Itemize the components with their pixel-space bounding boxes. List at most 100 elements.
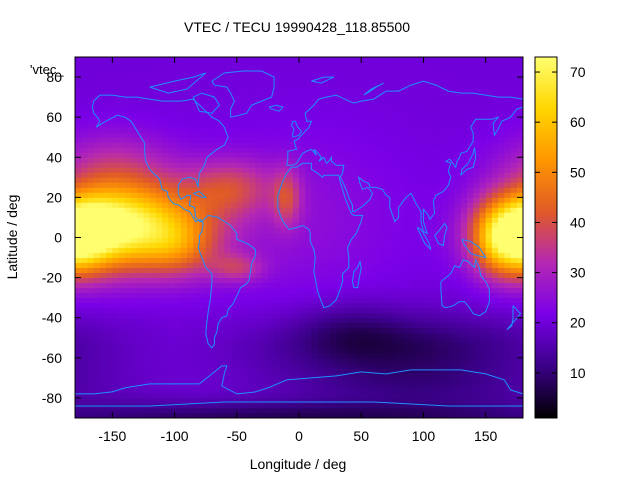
heatmap-cell — [460, 342, 468, 349]
heatmap-cell — [299, 192, 306, 198]
heatmap-cell — [155, 127, 163, 133]
heatmap-cell — [417, 277, 424, 284]
heatmap-cell — [274, 142, 281, 148]
heatmap-cell — [404, 382, 412, 389]
heatmap-cell — [249, 92, 256, 98]
heatmap-cell — [211, 72, 219, 78]
heatmap-cell — [274, 332, 281, 339]
heatmap-cell — [75, 192, 82, 198]
heatmap-cell — [386, 287, 393, 294]
heatmap-cell — [454, 102, 462, 108]
heatmap-cell — [423, 237, 431, 243]
heatmap-cell — [267, 97, 275, 103]
heatmap-cell — [292, 257, 300, 263]
heatmap-cell — [454, 237, 462, 243]
heatmap-cell — [149, 207, 157, 213]
heatmap-cell — [460, 112, 468, 118]
heatmap-cell — [162, 392, 169, 399]
heatmap-cell — [99, 297, 107, 304]
heatmap-cell — [218, 167, 225, 173]
heatmap-cell — [479, 262, 487, 268]
heatmap-cell — [199, 342, 207, 349]
heatmap-cell — [224, 177, 231, 183]
heatmap-cell — [404, 322, 412, 329]
heatmap-cell — [367, 172, 375, 178]
heatmap-cell — [174, 192, 182, 198]
heatmap-cell — [243, 292, 250, 299]
heatmap-cell — [367, 197, 375, 203]
heatmap-cell — [386, 267, 393, 273]
heatmap-cell — [143, 107, 151, 113]
heatmap-cell — [280, 412, 287, 419]
heatmap-cell — [510, 192, 518, 198]
heatmap-cell — [442, 117, 449, 123]
heatmap-cell — [516, 112, 524, 118]
heatmap-cell — [236, 72, 244, 78]
heatmap-cell — [361, 82, 368, 88]
heatmap-cell — [473, 317, 480, 324]
heatmap-cell — [249, 267, 256, 273]
heatmap-cell — [162, 377, 169, 384]
heatmap-cell — [143, 407, 151, 414]
heatmap-cell — [516, 132, 524, 138]
heatmap-cell — [367, 147, 375, 153]
heatmap-cell — [118, 387, 126, 394]
heatmap-cell — [267, 407, 275, 414]
heatmap-cell — [417, 332, 424, 339]
heatmap-cell — [498, 72, 505, 78]
heatmap-cell — [323, 242, 331, 248]
heatmap-cell — [93, 327, 101, 334]
heatmap-cell — [311, 362, 319, 369]
heatmap-cell — [504, 192, 511, 198]
heatmap-cell — [168, 167, 175, 173]
heatmap-cell — [504, 222, 511, 228]
heatmap-cell — [249, 307, 256, 314]
heatmap-cell — [473, 112, 480, 118]
heatmap-cell — [224, 67, 231, 73]
heatmap-cell — [93, 367, 101, 374]
heatmap-cell — [379, 252, 387, 258]
heatmap-cell — [479, 387, 487, 394]
heatmap-cell — [299, 187, 306, 193]
heatmap-cell — [336, 347, 343, 354]
heatmap-cell — [180, 242, 188, 248]
heatmap-cell — [491, 142, 499, 148]
heatmap-cell — [87, 282, 95, 289]
heatmap-cell — [280, 112, 287, 118]
heatmap-cell — [516, 372, 524, 379]
heatmap-cell — [323, 352, 331, 359]
heatmap-cell — [118, 222, 126, 228]
heatmap-cell — [361, 292, 368, 299]
heatmap-cell — [211, 132, 219, 138]
heatmap-cell — [305, 322, 312, 329]
heatmap-cell — [386, 272, 393, 279]
heatmap-cell — [131, 137, 138, 143]
heatmap-cell — [435, 202, 443, 208]
heatmap-cell — [187, 127, 194, 133]
heatmap-cell — [280, 262, 287, 268]
heatmap-cell — [267, 87, 275, 93]
heatmap-cell — [99, 212, 107, 218]
heatmap-cell — [379, 142, 387, 148]
heatmap-cell — [211, 137, 219, 143]
heatmap-cell — [467, 412, 474, 419]
heatmap-cell — [211, 357, 219, 364]
heatmap-cell — [230, 262, 238, 268]
heatmap-cell — [411, 147, 418, 153]
heatmap-cell — [106, 147, 113, 153]
heatmap-cell — [131, 212, 138, 218]
heatmap-cell — [187, 157, 194, 163]
heatmap-cell — [87, 167, 95, 173]
heatmap-cell — [267, 237, 275, 243]
heatmap-cell — [442, 197, 449, 203]
heatmap-cell — [267, 257, 275, 263]
heatmap-cell — [199, 157, 207, 163]
heatmap-cell — [460, 182, 468, 188]
heatmap-cell — [174, 222, 182, 228]
heatmap-cell — [473, 352, 480, 359]
heatmap-cell — [404, 177, 412, 183]
heatmap-cell — [81, 77, 88, 83]
heatmap-cell — [404, 207, 412, 213]
heatmap-cell — [81, 137, 88, 143]
heatmap-cell — [87, 177, 95, 183]
